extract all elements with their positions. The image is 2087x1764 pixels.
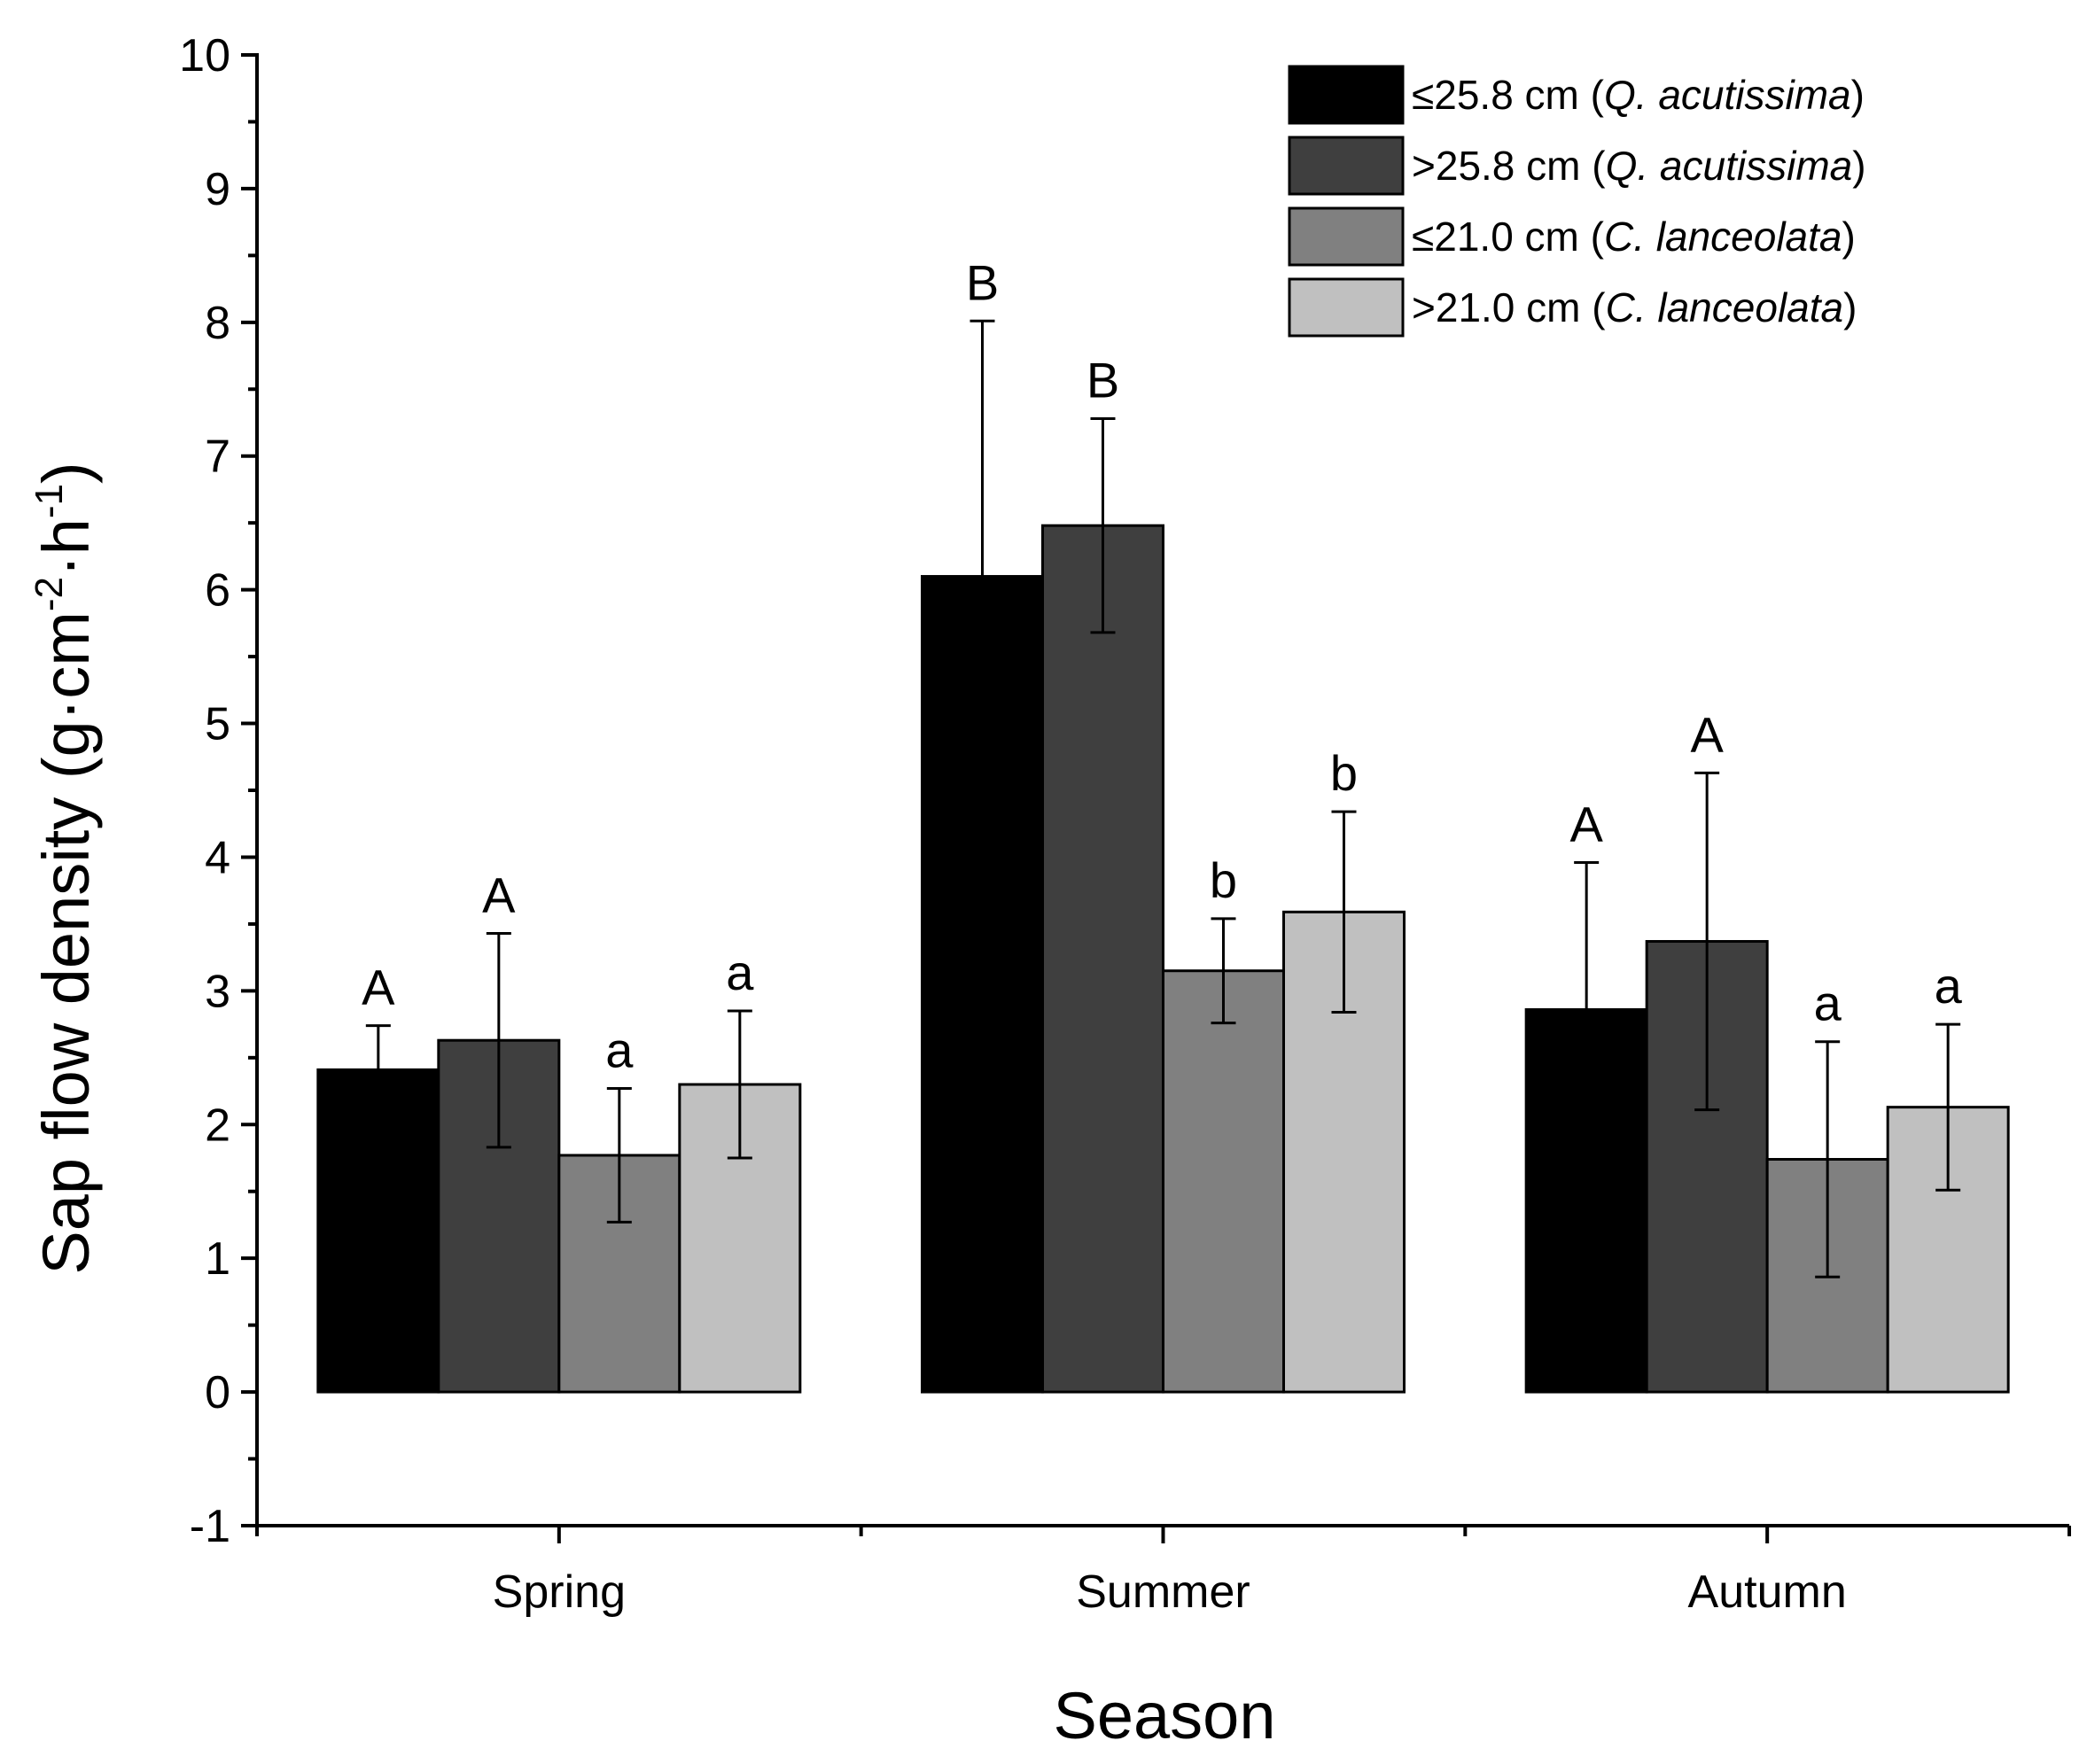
error-bar-spring-series-2 [486,931,511,1149]
axes-layer [241,53,2071,1543]
x-tick-label-spring: Spring [493,1566,626,1618]
legend-item-4: >21.0 cm (C. lanceolata) [1288,277,1857,338]
letter-summer-series-1: B [966,254,999,310]
y-tick-label: 8 [205,298,230,349]
x-axis-title: Season [1054,1679,1276,1752]
legend: ≤25.8 cm (Q. acutissima) >25.8 cm (Q. acu… [1288,65,1866,338]
letter-spring-series-2: A [482,866,516,922]
y-tick-label: 1 [205,1233,230,1285]
legend-item-1: ≤25.8 cm (Q. acutissima) [1288,65,1865,125]
error-bar-autumn-series-2 [1694,771,1720,1112]
letter-summer-series-4: b [1330,745,1358,801]
letter-summer-series-2: B [1086,352,1119,408]
x-tick-label-autumn: Autumn [1688,1566,1847,1618]
error-bar-autumn-series-1 [1574,860,1600,1158]
legend-swatch [1288,136,1405,196]
y-axis-title-sup2: -1 [27,484,71,518]
tick-labels-layer: -1 0 1 2 3 4 5 6 7 8 9 10 Spring Summer Autumn [179,30,1847,1618]
y-tick-label: 3 [205,966,230,1017]
error-bars-layer [365,319,1961,1278]
letter-spring-series-4: a [726,944,754,1000]
y-tick-label: 4 [205,832,230,883]
letter-autumn-series-4: a [1935,958,1963,1014]
y-axis-title-end: ) [29,462,103,484]
error-bar-summer-series-1 [970,319,995,834]
legend-label: >21.0 cm (C. lanceolata) [1412,284,1857,330]
y-tick-label: 0 [205,1367,230,1418]
legend-swatch [1288,65,1405,125]
letter-autumn-series-2: A [1690,706,1724,762]
x-tick-label-summer: Summer [1076,1566,1250,1618]
letter-spring-series-1: A [362,960,395,1015]
y-tick-label: -1 [190,1501,230,1552]
letter-autumn-series-1: A [1569,796,1603,851]
bar-summer-series-2 [1041,524,1164,1394]
bar-autumn-series-4 [1886,1106,2010,1394]
letter-spring-series-3: a [605,1022,634,1078]
error-bar-autumn-series-3 [1815,1040,1841,1278]
error-bar-summer-series-4 [1331,810,1357,1014]
y-axis-title-sup1: -2 [27,577,71,611]
y-tick-label: 2 [205,1100,230,1151]
y-tick-label: 7 [205,431,230,483]
error-bar-summer-series-2 [1090,416,1116,634]
error-bar-spring-series-1 [365,1024,391,1115]
bar-summer-series-3 [1162,969,1285,1394]
y-tick-label: 5 [205,699,230,750]
error-bar-summer-series-3 [1211,917,1236,1025]
letter-autumn-series-3: a [1814,975,1842,1031]
bar-spring-series-1 [316,1068,440,1394]
bars-layer [316,524,2010,1394]
legend-item-2: >25.8 cm (Q. acutissima) [1288,136,1866,196]
legend-label: ≤25.8 cm (Q. acutissima) [1412,72,1865,118]
significance-letters-layer: A Aa a B Bb b A Aa a [362,254,1962,1077]
y-tick-label: 10 [179,30,230,82]
legend-swatch [1288,206,1405,267]
letter-summer-series-3: b [1210,852,1237,908]
y-axis-title: Sap flow density (g·cm-2·h-1) [27,462,103,1274]
error-bar-spring-series-3 [606,1087,632,1224]
y-axis-title-main: Sap flow density (g·cm [29,611,103,1275]
legend-swatch [1288,277,1405,338]
legend-label: ≤21.0 cm (C. lanceolata) [1412,214,1856,260]
legend-label: >25.8 cm (Q. acutissima) [1412,143,1866,189]
error-bar-autumn-series-4 [1935,1022,1961,1192]
legend-item-3: ≤21.0 cm (C. lanceolata) [1288,206,1856,267]
y-tick-label: 6 [205,565,230,617]
y-tick-label: 9 [205,164,230,215]
error-bar-spring-series-4 [727,1009,752,1160]
y-axis-title-mid: ·h [29,518,103,577]
